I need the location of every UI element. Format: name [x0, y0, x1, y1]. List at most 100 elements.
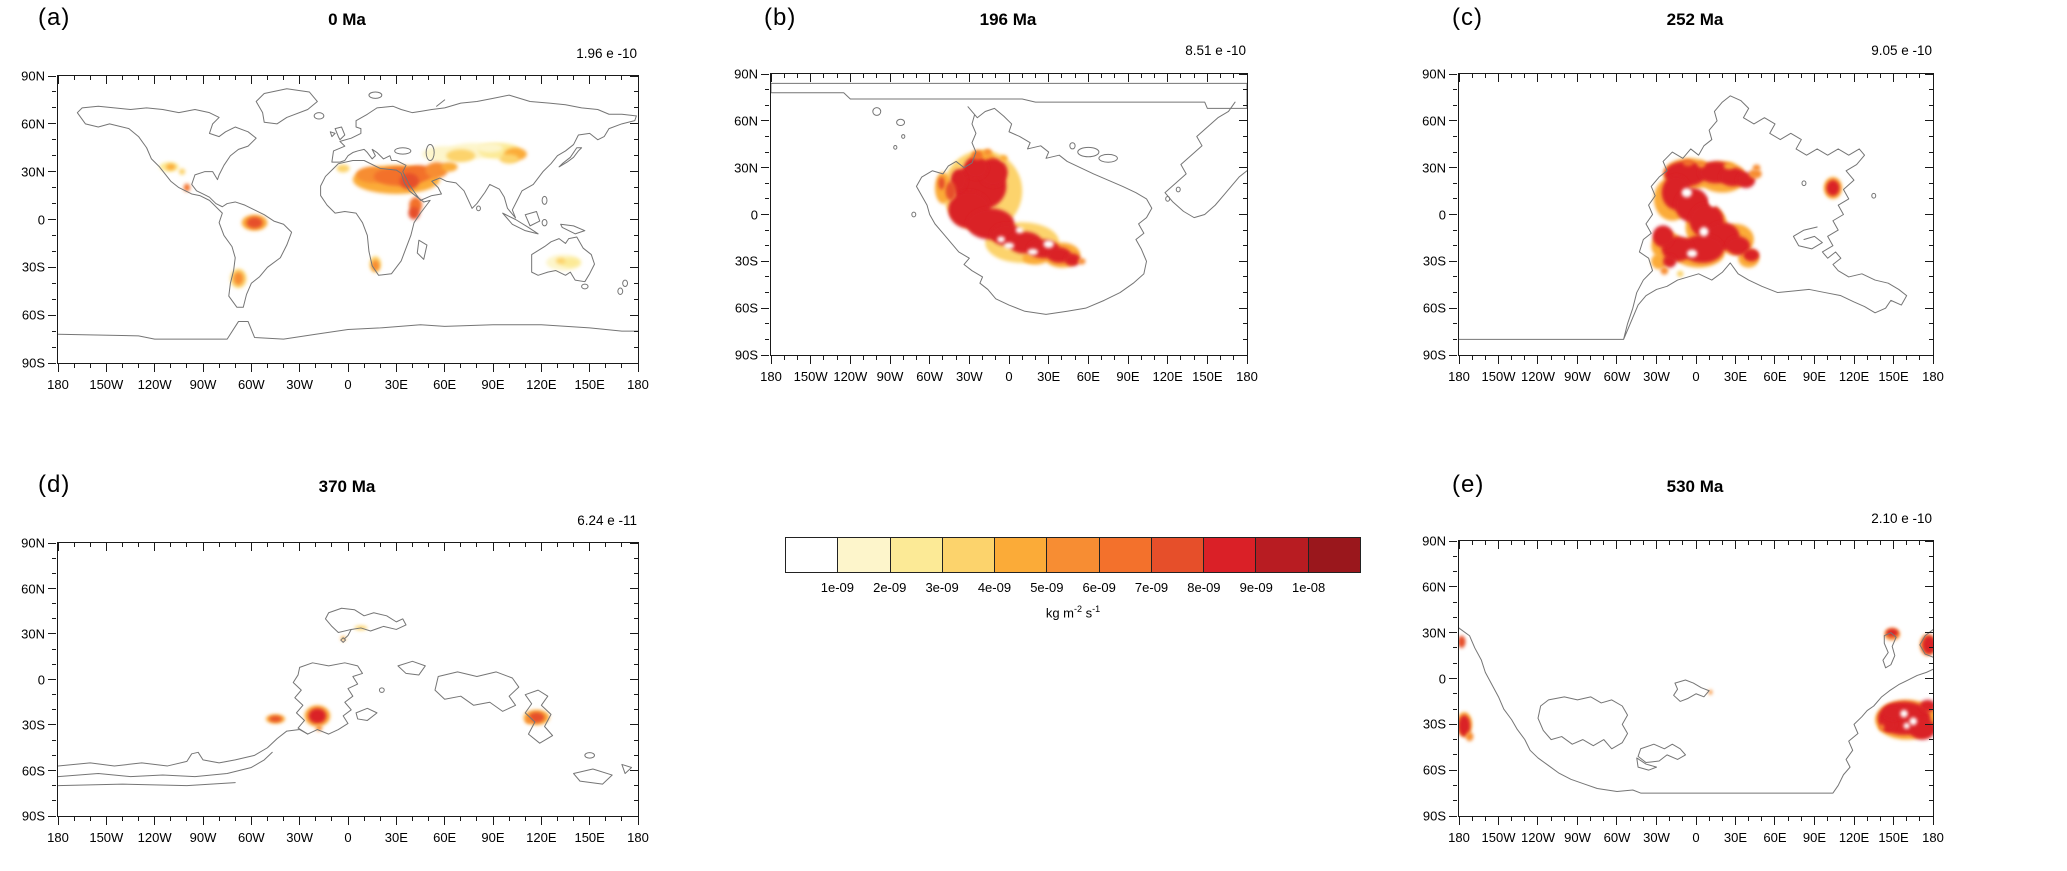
- y-tick-left: [48, 75, 56, 77]
- y-tick-right: [630, 633, 638, 635]
- y-tick-right: [634, 800, 638, 802]
- y-tick-right: [630, 266, 638, 268]
- colorbar-cell: [1308, 538, 1360, 572]
- x-tick-top: [863, 74, 865, 78]
- x-tick-top: [138, 76, 140, 80]
- x-tick-top: [1787, 541, 1789, 545]
- x-tick-top: [589, 76, 591, 84]
- dust-hotspot: [1676, 270, 1684, 277]
- panel-c: (c) 252 Ma 9.05 e -10 180 150W 120W 90W 60W 3…: [1398, 0, 1958, 432]
- dust-hotspot: [1652, 225, 1674, 248]
- y-tick-left: [52, 800, 56, 802]
- x-tick-top: [1180, 74, 1182, 78]
- y-tick-right: [1243, 323, 1247, 325]
- unit-base-1: kg m: [1045, 605, 1074, 621]
- x-tick-bottom: [299, 363, 301, 372]
- y-tick-left: [1449, 632, 1457, 634]
- x-tick-bottom: [1735, 355, 1736, 364]
- x-tick-top: [154, 76, 156, 84]
- y-tick-right: [634, 250, 638, 252]
- y-tick-right: [1929, 338, 1933, 340]
- x-tick-bottom: [524, 363, 526, 368]
- dust-hotspot: [233, 272, 244, 285]
- x-tick-top: [105, 76, 107, 84]
- x-tick-label: 180: [1236, 369, 1258, 384]
- x-tick-label: 180: [47, 377, 69, 392]
- y-tick-label: 30S: [21, 717, 45, 733]
- x-tick-top: [796, 74, 798, 78]
- y-tick-right: [1239, 167, 1247, 169]
- y-tick-left: [765, 198, 769, 200]
- x-tick-top: [1458, 74, 1460, 82]
- x-tick-bottom: [1629, 816, 1631, 821]
- x-tick-top: [121, 76, 123, 80]
- x-tick-label: 60E: [1763, 369, 1787, 384]
- dust-hotspot: [1726, 236, 1750, 256]
- x-tick-top: [1061, 74, 1063, 78]
- dust-hotspot: [971, 150, 983, 160]
- x-tick-bottom: [1800, 355, 1802, 360]
- y-tick-right: [1925, 354, 1933, 356]
- y-tick-right: [634, 785, 638, 787]
- x-tick-top: [1524, 74, 1526, 78]
- colorbar-tick-label: 9e-09: [1239, 580, 1273, 595]
- x-tick-bottom: [876, 355, 878, 360]
- x-tick-bottom: [218, 363, 220, 368]
- x-tick-top: [1074, 74, 1076, 78]
- x-tick-label: 0: [1692, 830, 1700, 845]
- dust-hotspot: [183, 183, 191, 192]
- y-tick-label: 90N: [21, 68, 45, 84]
- dust-hotspot: [246, 217, 263, 229]
- x-tick-bottom: [902, 355, 904, 360]
- x-tick-bottom: [186, 363, 188, 368]
- x-tick-bottom: [1853, 355, 1855, 364]
- x-tick-bottom: [331, 363, 333, 368]
- y-tick-right: [630, 171, 638, 173]
- dust-hotspot: [1027, 248, 1039, 256]
- y-tick-right: [630, 314, 638, 316]
- x-tick-top: [315, 76, 317, 80]
- x-tick-bottom: [1814, 816, 1815, 825]
- x-tick-bottom: [524, 816, 526, 821]
- x-tick-top: [1021, 74, 1023, 78]
- x-tick-bottom: [1590, 355, 1592, 360]
- x-tick-bottom: [556, 363, 558, 368]
- x-tick-bottom: [508, 816, 510, 821]
- y-tick-right: [1243, 276, 1247, 278]
- x-tick-bottom: [1537, 816, 1539, 825]
- y-tick-right: [1929, 182, 1933, 184]
- y-tick-label: 30S: [21, 259, 45, 275]
- y-tick-left: [48, 314, 56, 316]
- panel-c-letter: (c): [1452, 4, 1483, 31]
- x-tick-bottom: [460, 363, 462, 368]
- y-tick-right: [1929, 135, 1933, 137]
- x-tick-label: 120E: [1152, 369, 1183, 384]
- y-tick-left: [765, 323, 769, 325]
- x-tick-top: [1866, 74, 1868, 78]
- x-tick-top: [955, 74, 957, 78]
- y-tick-left: [765, 182, 769, 184]
- dust-hotspot: [1900, 709, 1908, 718]
- y-tick-label: 0: [37, 212, 45, 227]
- y-tick-left: [52, 663, 56, 665]
- x-tick-top: [202, 543, 204, 551]
- x-tick-bottom: [1906, 816, 1908, 821]
- x-tick-top: [1708, 74, 1710, 78]
- y-tick-right: [1929, 601, 1933, 603]
- x-tick-bottom: [1787, 355, 1789, 360]
- y-tick-left: [1453, 571, 1457, 573]
- x-tick-bottom: [250, 363, 252, 372]
- x-tick-top: [234, 543, 236, 547]
- x-tick-bottom: [428, 816, 430, 821]
- y-tick-left: [48, 679, 56, 680]
- colorbar-cell: [1099, 538, 1152, 572]
- x-tick-bottom: [889, 355, 891, 364]
- x-tick-bottom: [589, 816, 591, 825]
- dust-hotspot: [336, 164, 350, 173]
- y-tick-right: [1243, 338, 1247, 340]
- x-tick-top: [1669, 541, 1671, 545]
- panel-e-max-value: 2.10 e -10: [1871, 511, 1932, 526]
- x-tick-top: [170, 76, 172, 80]
- x-tick-bottom: [621, 363, 623, 368]
- x-tick-top: [540, 76, 542, 84]
